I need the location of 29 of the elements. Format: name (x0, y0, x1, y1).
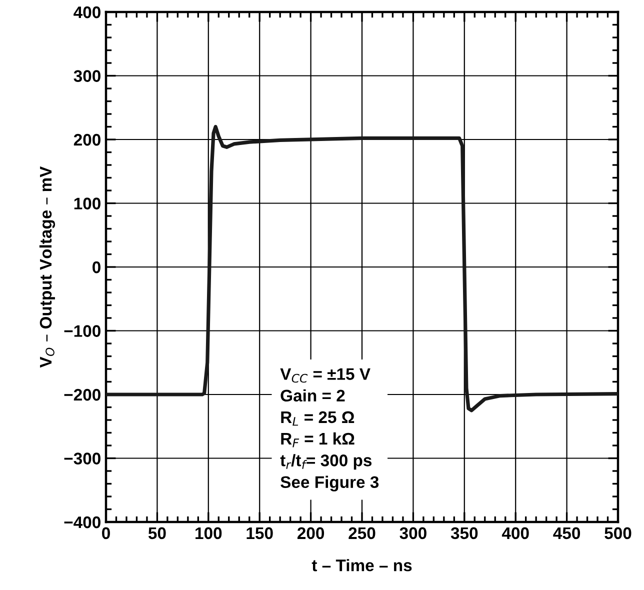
x-tick-label: 150 (246, 527, 273, 540)
x-tick-label: 50 (148, 527, 166, 540)
y-tick-label: 200 (74, 134, 100, 146)
x-tick-label: 350 (450, 527, 478, 540)
line-series (106, 124, 618, 412)
y-tick-label: −300 (64, 452, 100, 464)
y-tick-label: −200 (64, 388, 100, 401)
x-tick-label: 300 (400, 527, 426, 540)
x-tick-label: 200 (297, 527, 324, 540)
y-tick-label: −100 (64, 325, 100, 337)
y-tick-label: 300 (74, 70, 100, 82)
y-axis-title: V$_{O}$ – Output Voltage – mV (39, 166, 56, 368)
x-tick-label: 500 (604, 527, 632, 540)
y-tick-label: 0 (92, 261, 100, 274)
annotation: R$_{L}$ = 25 Ω (281, 411, 354, 426)
annotation: V$_{CC}$ = ±15 V (280, 368, 370, 383)
x-tick-label: 100 (196, 527, 222, 540)
x-tick-label: 0 (102, 527, 110, 540)
annotation: Gain = 2 (280, 389, 345, 402)
x-axis-title: t – Time – ns (312, 559, 412, 572)
x-tick-label: 450 (553, 527, 580, 540)
y-tick-label: 400 (74, 6, 100, 18)
annotation: t$_{r}$/t$_{f}$= 300 ps (280, 454, 372, 470)
annotation: R$_{F}$ = 1 kΩ (281, 432, 354, 448)
y-tick-label: 100 (74, 198, 100, 210)
x-tick-label: 250 (348, 527, 376, 540)
annotation: See Figure 3 (280, 476, 379, 492)
x-tick-label: 400 (502, 527, 529, 540)
y-tick-label: −400 (64, 516, 100, 528)
